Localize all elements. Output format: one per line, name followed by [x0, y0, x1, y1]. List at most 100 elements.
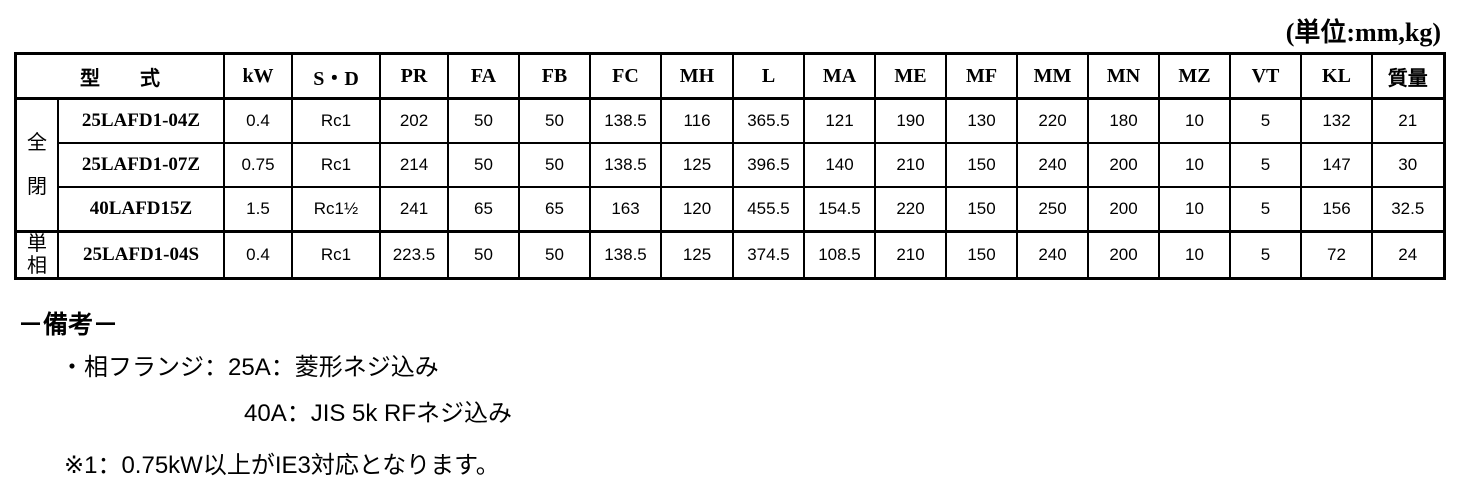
column-header: ME: [874, 52, 947, 100]
table-cell: 210: [874, 230, 947, 280]
table-cell: 65: [447, 186, 520, 233]
table-cell: 240: [1016, 142, 1089, 188]
table-cell: 210: [874, 142, 947, 188]
table-cell: 200: [1087, 142, 1160, 188]
table-cell: 24: [1371, 230, 1445, 280]
column-header: MA: [803, 52, 876, 100]
table-cell: 10: [1158, 97, 1231, 144]
table-cell: 147: [1300, 142, 1373, 188]
table-cell: 180: [1087, 97, 1160, 144]
table-cell: 5: [1229, 142, 1302, 188]
table-row: 40LAFD15Z 1.5 Rc1½ 241 65 65 163 120 455.5 154.5 2…: [16, 186, 1445, 233]
table-cell: 50: [447, 97, 520, 144]
table-cell: 121: [803, 97, 876, 144]
table-cell: 138.5: [589, 230, 662, 280]
table-cell: 50: [447, 142, 520, 188]
table-cell: 156: [1300, 186, 1373, 233]
table-cell: 154.5: [803, 186, 876, 233]
table-cell: 250: [1016, 186, 1089, 233]
table-cell: 150: [945, 142, 1018, 188]
table-cell: 241: [379, 186, 449, 233]
table-cell: 200: [1087, 186, 1160, 233]
table-cell: 150: [945, 230, 1018, 280]
table-cell: 220: [874, 186, 947, 233]
table-cell: 125: [660, 230, 734, 280]
group-label-text: 単 相: [27, 233, 47, 277]
column-header: KL: [1300, 52, 1373, 100]
table-cell: 200: [1087, 230, 1160, 280]
table-cell: 374.5: [732, 230, 805, 280]
table-cell: 138.5: [589, 142, 662, 188]
table-cell: 125: [660, 142, 734, 188]
table-row: 単 相 25LAFD1-04S 0.4 Rc1 223.5 50 50 138.5 125 374…: [14, 230, 1445, 280]
header-row: 型 式 kW S・D PR FA FB FC MH L MA ME MF MM MN MZ VT KL 質量: [14, 52, 1445, 100]
table-cell: 120: [660, 186, 734, 233]
table-cell: 240: [1016, 230, 1089, 280]
column-header: MN: [1087, 52, 1160, 100]
table-cell: Rc1: [291, 142, 381, 188]
column-header: 質量: [1371, 52, 1445, 100]
spec-table: 型 式 kW S・D PR FA FB FC MH L MA ME MF MM MN MZ VT KL 質量全 閉…: [14, 52, 1446, 280]
table-cell: 220: [1016, 97, 1089, 144]
model-cell: 25LAFD1-07Z: [57, 142, 225, 188]
table-cell: 50: [518, 97, 591, 144]
table-cell: 455.5: [732, 186, 805, 233]
table-cell: 116: [660, 97, 734, 144]
column-header: MH: [660, 52, 734, 100]
table-cell: 1.5: [223, 186, 293, 233]
model-cell: 40LAFD15Z: [57, 186, 225, 233]
table-cell: 140: [803, 142, 876, 188]
group-label: 単 相: [14, 230, 59, 280]
column-header: MF: [945, 52, 1018, 100]
column-header: L: [732, 52, 805, 100]
column-header: 型 式: [14, 52, 225, 100]
table-cell: 21: [1371, 97, 1445, 144]
table-cell: 10: [1158, 186, 1231, 233]
column-header: PR: [379, 52, 449, 100]
table-cell: 190: [874, 97, 947, 144]
table-row: 25LAFD1-07Z 0.75 Rc1 214 50 50 138.5 125 396.5 14…: [16, 142, 1445, 188]
table-cell: 396.5: [732, 142, 805, 188]
table-cell: 223.5: [379, 230, 449, 280]
table-cell: Rc1: [291, 230, 381, 280]
column-header: MZ: [1158, 52, 1231, 100]
table-cell: 50: [518, 230, 591, 280]
table-cell: 214: [379, 142, 449, 188]
column-header: FA: [447, 52, 520, 100]
table-cell: 10: [1158, 230, 1231, 280]
table-cell: 108.5: [803, 230, 876, 280]
table-cell: 32.5: [1371, 186, 1445, 233]
remarks: －備考－ ・相フランジ：25A：菱形ネジ込み 40A：JIS 5k RFネジ込み…: [18, 305, 512, 479]
column-header: kW: [223, 52, 293, 100]
model-cell: 25LAFD1-04S: [57, 230, 225, 280]
table-cell: 138.5: [589, 97, 662, 144]
table-cell: 30: [1371, 142, 1445, 188]
group-label-text: 全 閉: [27, 132, 47, 198]
table-cell: 130: [945, 97, 1018, 144]
column-header: MM: [1016, 52, 1089, 100]
table-cell: 0.4: [223, 97, 293, 144]
table-cell: 72: [1300, 230, 1373, 280]
column-header: FB: [518, 52, 591, 100]
remark-flange-25a: ・相フランジ：25A：菱形ネジ込み: [60, 354, 439, 381]
remarks-title: －備考－: [18, 311, 119, 339]
table-cell: 163: [589, 186, 662, 233]
unit-label: (単位:mm,kg): [1285, 18, 1441, 47]
table-cell: 65: [518, 186, 591, 233]
table-cell: 365.5: [732, 97, 805, 144]
table-cell: 10: [1158, 142, 1231, 188]
table-cell: 50: [447, 230, 520, 280]
table-cell: 5: [1229, 230, 1302, 280]
table-cell: 202: [379, 97, 449, 144]
table-cell: 150: [945, 186, 1018, 233]
table-cell: 50: [518, 142, 591, 188]
column-header: VT: [1229, 52, 1302, 100]
remark-ie3-note: ※1：0.75kW以上がIE3対応となります。: [64, 452, 500, 479]
table-cell: 0.75: [223, 142, 293, 188]
table-cell: Rc1: [291, 97, 381, 144]
table-row: 全 閉 25LAFD1-04Z 0.4 Rc1 202 50 50 138.5 116 365.5…: [14, 97, 1445, 233]
table-cell: Rc1½: [291, 186, 381, 233]
column-header: FC: [589, 52, 662, 100]
table-cell: 5: [1229, 186, 1302, 233]
remark-flange-40a: 40A：JIS 5k RFネジ込み: [244, 400, 513, 427]
